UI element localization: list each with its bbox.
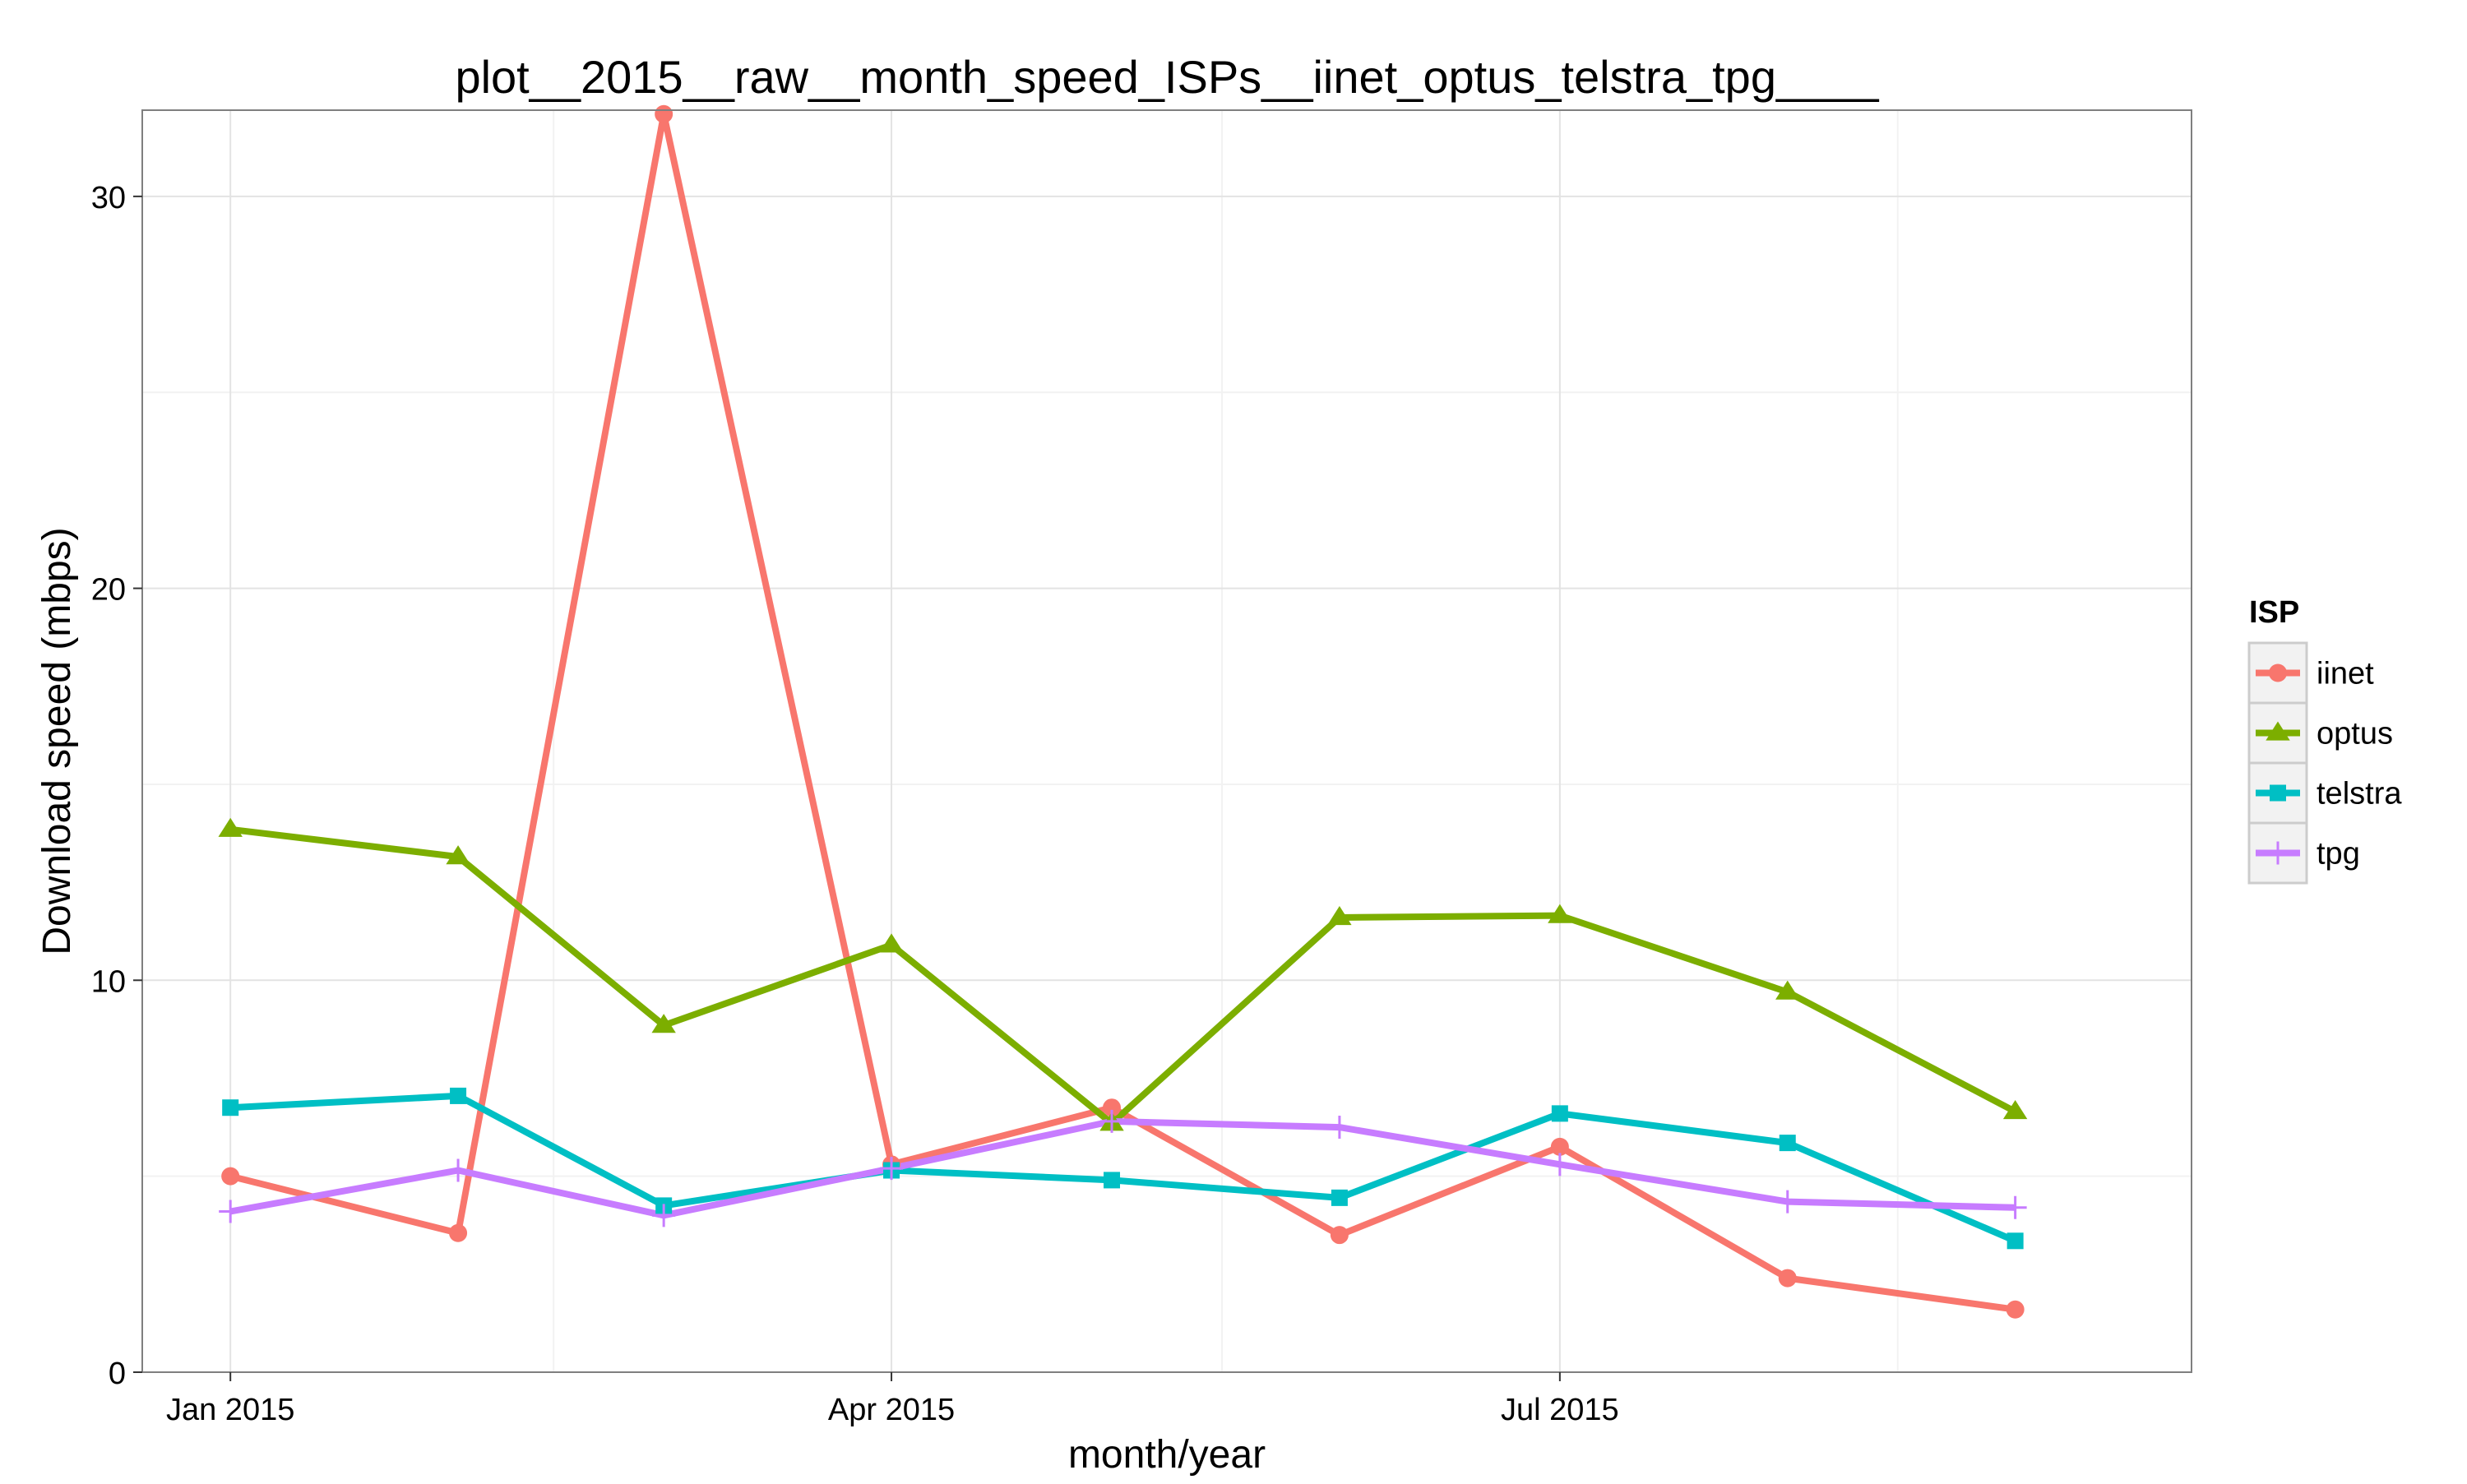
x-tick-label: Jan 2015: [166, 1393, 294, 1427]
data-point-tpg: [880, 1157, 904, 1181]
data-point-optus: [1327, 906, 1352, 926]
data-point-tpg: [447, 1158, 470, 1182]
plot-panel: [142, 110, 2192, 1372]
data-point-iinet: [1778, 1269, 1797, 1288]
data-point-optus: [446, 845, 470, 865]
data-point-optus: [1775, 980, 1800, 1000]
chart-title: plot__2015__raw__month_speed_ISPs__iinet…: [455, 51, 1879, 103]
data-point-telstra: [222, 1099, 239, 1116]
data-point-optus: [651, 1014, 676, 1033]
legend-marker-iinet: [2269, 663, 2287, 682]
x-tick-label: Jul 2015: [1501, 1393, 1619, 1427]
data-point-tpg: [1548, 1153, 1571, 1177]
data-point-tpg: [1100, 1109, 1124, 1133]
data-point-optus: [218, 817, 243, 837]
data-point-telstra: [1779, 1135, 1796, 1152]
data-point-tpg: [1327, 1116, 1351, 1140]
data-point-tpg: [652, 1204, 676, 1227]
legend-label-tpg: tpg: [2317, 837, 2360, 871]
data-point-tpg: [219, 1200, 243, 1223]
data-point-telstra: [1331, 1189, 1348, 1206]
data-point-iinet: [655, 104, 673, 123]
y-tick-label: 30: [91, 181, 126, 215]
y-axis-label: Download speed (mbps): [35, 527, 79, 955]
legend-label-iinet: iinet: [2317, 657, 2374, 691]
data-point-iinet: [221, 1167, 240, 1186]
data-point-tpg: [2003, 1195, 2027, 1219]
data-point-optus: [2002, 1099, 2028, 1120]
legend-title: ISP: [2249, 595, 2299, 630]
y-tick-label: 10: [91, 964, 126, 999]
data-point-optus: [879, 933, 904, 953]
data-point-telstra: [1104, 1172, 1121, 1189]
data-point-tpg: [1775, 1190, 1799, 1214]
legend-marker-optus: [2266, 721, 2290, 741]
data-point-iinet: [1550, 1137, 1569, 1156]
panel-border: [141, 109, 2192, 1373]
legend-marker-tpg: [2266, 841, 2289, 865]
legend-label-telstra: telstra: [2317, 777, 2402, 811]
data-point-iinet: [2006, 1300, 2025, 1319]
data-point-iinet: [1103, 1098, 1122, 1117]
x-axis-label: month/year: [1068, 1433, 1266, 1477]
x-tick-label: Apr 2015: [828, 1393, 955, 1427]
y-tick-label: 0: [109, 1357, 126, 1391]
legend-marker-telstra: [2270, 784, 2286, 802]
data-point-optus: [1548, 904, 1572, 923]
data-point-telstra: [2006, 1232, 2024, 1250]
data-point-telstra: [1551, 1105, 1568, 1122]
legend-label-optus: optus: [2317, 717, 2393, 751]
data-point-iinet: [449, 1223, 468, 1242]
data-point-iinet: [1330, 1226, 1349, 1245]
y-tick-label: 20: [91, 573, 126, 608]
data-point-telstra: [450, 1087, 467, 1104]
